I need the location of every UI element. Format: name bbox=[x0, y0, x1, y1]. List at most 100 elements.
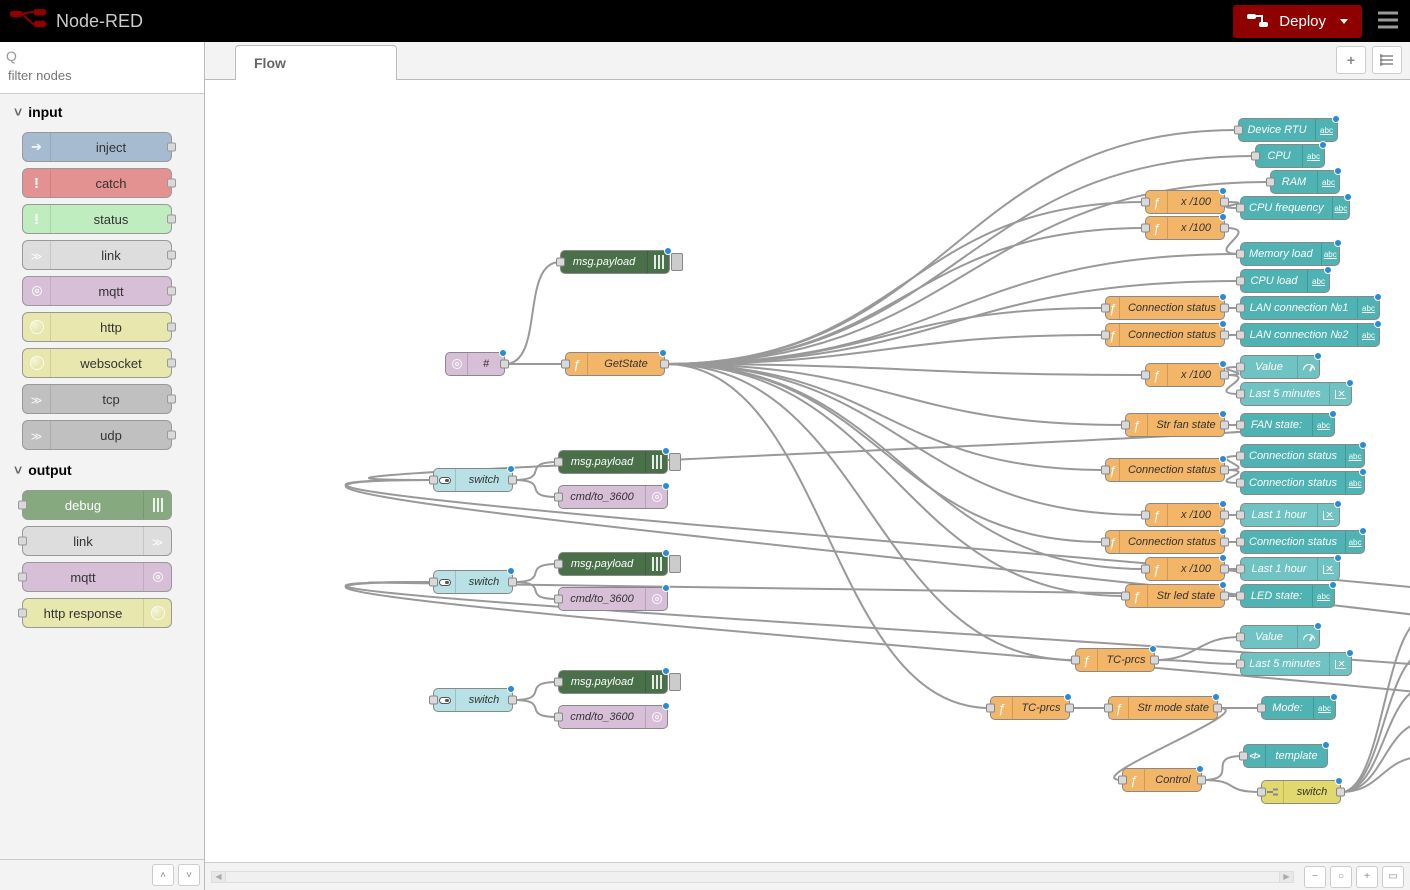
flow-node-u_fanst[interactable]: FAN state: bbox=[1240, 413, 1335, 437]
flow-node-dbg3[interactable]: msg.payload bbox=[558, 552, 668, 576]
flow-node-u_lan1[interactable]: LAN connection №1 bbox=[1240, 296, 1380, 320]
palette-up-button[interactable]: ˄ bbox=[152, 864, 174, 886]
palette-list[interactable]: ˅inputinjectcatchstatuslinkmqtthttpwebso… bbox=[0, 94, 204, 859]
input-port[interactable] bbox=[1236, 277, 1245, 286]
palette-node-udp[interactable]: udp bbox=[22, 420, 172, 450]
input-port[interactable] bbox=[554, 713, 563, 722]
flow-node-sw3[interactable]: switch bbox=[433, 688, 513, 712]
input-port[interactable] bbox=[1141, 198, 1150, 207]
debug-toggle-button[interactable] bbox=[671, 253, 683, 271]
flow-node-u_cs4[interactable]: Connection status bbox=[1240, 530, 1365, 554]
input-port[interactable] bbox=[1257, 704, 1266, 713]
output-port[interactable] bbox=[1220, 592, 1229, 601]
output-port[interactable] bbox=[1197, 776, 1206, 785]
flow-node-u_ram[interactable]: RAM bbox=[1270, 170, 1340, 194]
output-port[interactable] bbox=[1220, 565, 1229, 574]
flow-node-u_mode[interactable]: Mode: bbox=[1261, 696, 1336, 720]
input-port[interactable] bbox=[429, 476, 438, 485]
flow-node-sw1[interactable]: switch bbox=[433, 468, 513, 492]
input-port[interactable] bbox=[554, 595, 563, 604]
palette-node-inject[interactable]: inject bbox=[22, 132, 172, 162]
input-port[interactable] bbox=[1118, 776, 1127, 785]
flow-node-f_x2[interactable]: x /100 bbox=[1145, 216, 1225, 240]
palette-node-status[interactable]: status bbox=[22, 204, 172, 234]
input-port[interactable] bbox=[429, 578, 438, 587]
input-port[interactable] bbox=[1239, 752, 1248, 761]
palette-category-header[interactable]: ˅output bbox=[10, 456, 200, 484]
output-port[interactable] bbox=[1220, 198, 1229, 207]
input-port[interactable] bbox=[1236, 592, 1245, 601]
flow-node-dbg1[interactable]: msg.payload bbox=[560, 250, 670, 274]
flow-node-u_cpu[interactable]: CPU bbox=[1255, 144, 1325, 168]
zoom-in-button[interactable]: + bbox=[1356, 866, 1378, 888]
input-port[interactable] bbox=[1141, 371, 1150, 380]
input-port[interactable] bbox=[1236, 250, 1245, 259]
input-port[interactable] bbox=[1121, 421, 1130, 430]
input-port[interactable] bbox=[561, 360, 570, 369]
flow-node-swY[interactable]: switch bbox=[1261, 780, 1341, 804]
output-port[interactable] bbox=[660, 360, 669, 369]
flow-node-getstate[interactable]: GetState bbox=[565, 352, 665, 376]
flow-node-f_led[interactable]: Str led state bbox=[1125, 584, 1225, 608]
flow-node-u_cs3b[interactable]: Connection status bbox=[1240, 471, 1365, 495]
output-port[interactable] bbox=[1213, 704, 1222, 713]
flow-node-mqtt4[interactable]: cmd/to_3600 bbox=[558, 705, 668, 729]
input-port[interactable] bbox=[1141, 224, 1150, 233]
flow-node-f_cs4[interactable]: Connection status bbox=[1105, 530, 1225, 554]
input-port[interactable] bbox=[1101, 466, 1110, 475]
output-port[interactable] bbox=[508, 476, 517, 485]
input-port[interactable] bbox=[1236, 511, 1245, 520]
input-port[interactable] bbox=[1236, 479, 1245, 488]
flow-node-f_fan[interactable]: Str fan state bbox=[1125, 413, 1225, 437]
input-port[interactable] bbox=[1101, 331, 1110, 340]
output-port[interactable] bbox=[1220, 538, 1229, 547]
palette-category-header[interactable]: ˅input bbox=[10, 98, 200, 126]
flow-canvas[interactable]: #GetStatemsg.payloadswitchmsg.payloadcmd… bbox=[205, 80, 1410, 862]
palette-node-http[interactable]: http bbox=[22, 312, 172, 342]
input-port[interactable] bbox=[1236, 633, 1245, 642]
flow-node-tcprcs2[interactable]: TC-prcs bbox=[1075, 648, 1155, 672]
flow-node-sw2[interactable]: switch bbox=[433, 570, 513, 594]
input-port[interactable] bbox=[554, 458, 563, 467]
debug-toggle-button[interactable] bbox=[669, 555, 681, 573]
input-port[interactable] bbox=[1236, 363, 1245, 372]
input-port[interactable] bbox=[986, 704, 995, 713]
output-port[interactable] bbox=[1220, 304, 1229, 313]
input-port[interactable] bbox=[1236, 660, 1245, 669]
flow-node-u_l1h1[interactable]: Last 1 hour bbox=[1240, 503, 1340, 527]
flow-node-u_lan2[interactable]: LAN connection №2 bbox=[1240, 323, 1380, 347]
palette-node-tcp[interactable]: tcp bbox=[22, 384, 172, 414]
flow-node-u_l1h2[interactable]: Last 1 hour bbox=[1240, 557, 1340, 581]
list-tabs-button[interactable] bbox=[1372, 46, 1402, 74]
flow-node-f_x3[interactable]: x /100 bbox=[1145, 363, 1225, 387]
zoom-reset-button[interactable]: ○ bbox=[1330, 866, 1352, 888]
canvas-scroll[interactable]: #GetStatemsg.payloadswitchmsg.payloadcmd… bbox=[205, 80, 1410, 862]
debug-toggle-button[interactable] bbox=[669, 453, 681, 471]
output-port[interactable] bbox=[1065, 704, 1074, 713]
input-port[interactable] bbox=[1236, 421, 1245, 430]
input-port[interactable] bbox=[429, 696, 438, 705]
palette-node-websocket[interactable]: websocket bbox=[22, 348, 172, 378]
filter-input[interactable] bbox=[6, 64, 198, 87]
input-port[interactable] bbox=[1141, 565, 1150, 574]
output-port[interactable] bbox=[1220, 371, 1229, 380]
output-port[interactable] bbox=[1220, 511, 1229, 520]
flow-node-u_cs3a[interactable]: Connection status bbox=[1240, 444, 1365, 468]
input-port[interactable] bbox=[1141, 511, 1150, 520]
palette-node-catch[interactable]: catch bbox=[22, 168, 172, 198]
input-port[interactable] bbox=[1236, 565, 1245, 574]
input-port[interactable] bbox=[1104, 704, 1113, 713]
flow-node-u_tmpl[interactable]: template bbox=[1243, 744, 1328, 768]
flow-node-f_x5[interactable]: x /100 bbox=[1145, 557, 1225, 581]
input-port[interactable] bbox=[1101, 304, 1110, 313]
input-port[interactable] bbox=[1234, 126, 1243, 135]
palette-node-debug[interactable]: debug bbox=[22, 490, 172, 520]
input-port[interactable] bbox=[1236, 204, 1245, 213]
deploy-button[interactable]: Deploy bbox=[1233, 5, 1362, 38]
navigator-button[interactable]: ▭ bbox=[1382, 866, 1404, 888]
output-port[interactable] bbox=[508, 696, 517, 705]
input-port[interactable] bbox=[1266, 178, 1275, 187]
zoom-out-button[interactable]: − bbox=[1304, 866, 1326, 888]
output-port[interactable] bbox=[1220, 224, 1229, 233]
input-port[interactable] bbox=[554, 493, 563, 502]
